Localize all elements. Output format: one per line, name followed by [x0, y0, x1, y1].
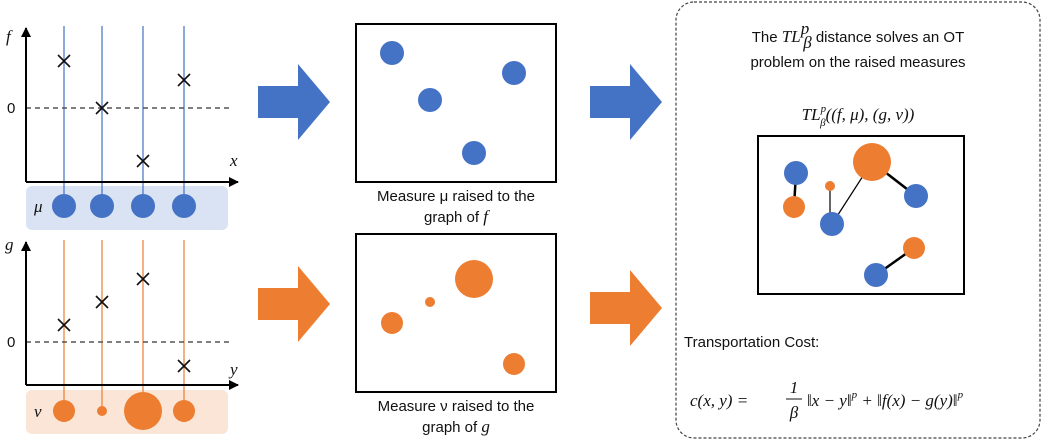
zero-label-top: 0 — [7, 100, 15, 117]
raised-mu-point-4 — [502, 61, 526, 85]
mu-label: μ — [33, 197, 43, 216]
nu-point-2 — [97, 406, 107, 416]
caption-nu-line2-var: g — [481, 417, 490, 436]
raised-mu-point-2 — [418, 88, 442, 112]
mu-point-4 — [172, 194, 196, 218]
zero-label-bottom: 0 — [7, 334, 15, 351]
formula-symbol: TL — [802, 105, 821, 124]
g-cross-3 — [136, 272, 150, 286]
formula-args: ((f, μ), (g, ν)) — [826, 105, 915, 124]
x-axis-label: x — [229, 151, 238, 170]
raised-nu-point-2 — [425, 297, 435, 307]
cost-rhs: ‖x − y‖ — [807, 391, 852, 410]
plan-mu-point-4 — [864, 263, 888, 287]
title-tl-sup: p — [800, 19, 810, 38]
title-tl-sub: β — [802, 33, 812, 52]
formula-sup: p — [820, 103, 827, 115]
raised-nu-point-4 — [503, 353, 525, 375]
left-top-panel: f x 0 μ — [6, 26, 239, 230]
plan-nu-point-2 — [825, 181, 835, 191]
title-tl-symbol: TL — [782, 27, 801, 46]
caption-mu-line1: Measure μ raised to the — [377, 188, 535, 205]
g-cross-4 — [177, 359, 191, 373]
f-cross-1 — [57, 54, 71, 68]
caption-nu-line2-prefix: graph of — [422, 419, 481, 436]
cost-formula: c(x, y) = 1 β ‖x − y‖p + ‖f(x) − g(y)‖p — [690, 378, 964, 422]
nu-point-1 — [53, 400, 75, 422]
caption-mu-line2: graph of f — [424, 207, 490, 226]
cost-plus: + ‖f(x) − g(y)‖ — [857, 391, 957, 410]
f-axis-label: f — [6, 27, 13, 46]
caption-mu-line2-var: f — [483, 207, 490, 226]
raised-mu-point-3 — [462, 141, 486, 165]
right-panel: The TLp β distance solves an OT problem o… — [675, 1, 1041, 439]
middle-bottom-panel: Measure ν raised to the graph of g — [355, 233, 557, 436]
cost-label: Transportation Cost: — [684, 334, 819, 351]
caption-nu-line1: Measure ν raised to the — [378, 398, 535, 415]
cost-p2: p — [957, 389, 964, 401]
g-cross-1 — [57, 318, 71, 332]
raised-nu-point-1 — [381, 312, 403, 334]
arrow-blue-right — [590, 64, 662, 140]
title-suffix: distance solves an OT — [812, 29, 965, 46]
f-cross-2 — [95, 101, 109, 115]
mu-point-1 — [52, 194, 76, 218]
y-axis-label: y — [228, 360, 238, 379]
arrow-orange-right — [590, 270, 662, 346]
g-axis-label: g — [5, 235, 14, 254]
mu-point-3 — [131, 194, 155, 218]
tl-formula: TLp β((f, μ), (g, ν)) — [802, 103, 915, 129]
title-line1: The TLp β distance solves an OT — [752, 19, 964, 52]
formula-sub: β — [819, 117, 826, 129]
arrow-orange-left — [258, 266, 330, 342]
plan-mu-point-1 — [784, 161, 808, 185]
cost-frac-den: β — [789, 403, 799, 422]
plan-nu-point-1 — [783, 196, 805, 218]
left-bottom-panel: g y 0 ν — [5, 235, 239, 434]
f-values — [57, 54, 191, 168]
cost-p1: p — [851, 389, 858, 401]
f-cross-4 — [177, 73, 191, 87]
nu-point-3 — [124, 392, 162, 430]
cost-frac-num: 1 — [790, 378, 799, 397]
g-cross-2 — [95, 295, 109, 309]
plan-nu-point-3 — [853, 143, 891, 181]
title-line2: problem on the raised measures — [750, 54, 965, 71]
caption-mu-line2-prefix: graph of — [424, 209, 483, 226]
arrow-blue-left — [258, 64, 330, 140]
plan-mu-point-2 — [820, 212, 844, 236]
mu-point-2 — [90, 194, 114, 218]
cost-lhs: c(x, y) = — [690, 391, 748, 410]
nu-point-4 — [173, 400, 195, 422]
title-prefix: The — [752, 29, 782, 46]
caption-nu-line2: graph of g — [422, 417, 490, 436]
cost-rhs-line: ‖x − y‖p + ‖f(x) − g(y)‖p — [807, 389, 964, 410]
raised-nu-box — [355, 233, 557, 393]
plan-mu-point-3 — [904, 184, 928, 208]
plan-nu-point-4 — [903, 237, 925, 259]
explanation-frame — [675, 1, 1041, 439]
middle-top-panel: Measure μ raised to the graph of f — [355, 23, 557, 226]
nu-label: ν — [34, 402, 42, 421]
raised-nu-point-3 — [455, 260, 493, 298]
raised-mu-point-1 — [380, 41, 404, 65]
g-values — [57, 272, 191, 373]
f-cross-3 — [136, 154, 150, 168]
